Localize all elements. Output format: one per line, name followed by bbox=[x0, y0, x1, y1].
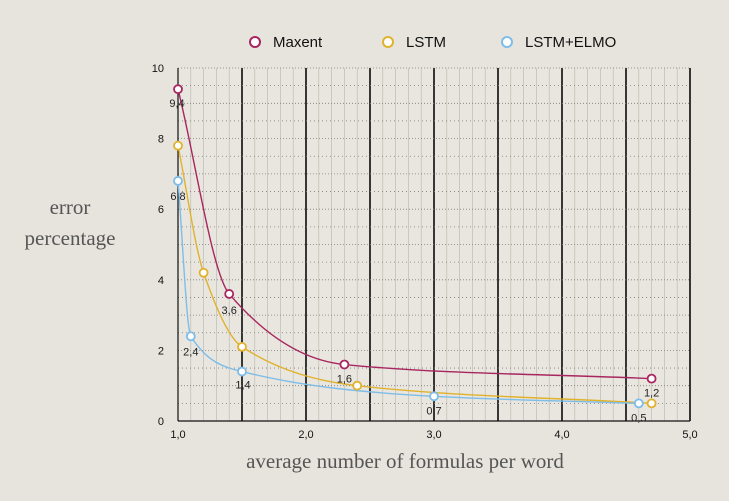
y-tick-label: 10 bbox=[152, 63, 164, 75]
data-labels: 9,4 3,6 1,6 1,2 6,8 2,4 1,4 0,7 0,5 bbox=[169, 98, 659, 424]
y-tick-label: 4 bbox=[158, 275, 164, 287]
data-point-lstm-elmo bbox=[185, 331, 196, 342]
legend-label-lstm: LSTM bbox=[406, 34, 446, 51]
data-point-maxent bbox=[173, 84, 183, 95]
series-line-lstm-elmo bbox=[177, 180, 640, 405]
x-axis-title: average number of formulas per word bbox=[246, 449, 564, 473]
data-label-lstm-elmo: 6,8 bbox=[170, 191, 185, 203]
y-axis-title-line-1: error bbox=[50, 195, 91, 219]
data-label-maxent: 3,6 bbox=[222, 305, 237, 317]
legend: Maxent LSTM LSTM+ELMO bbox=[249, 34, 616, 51]
axes bbox=[177, 68, 690, 422]
data-point-lstm bbox=[352, 380, 363, 391]
data-point-lstm-elmo bbox=[173, 176, 183, 186]
series-line-maxent bbox=[177, 88, 653, 380]
y-tick-label: 0 bbox=[158, 416, 164, 428]
x-tick-label: 1,0 bbox=[170, 429, 185, 441]
data-point-lstm bbox=[646, 398, 657, 409]
data-point-maxent bbox=[224, 289, 235, 299]
data-point-lstm bbox=[173, 140, 183, 151]
legend-marker-maxent bbox=[249, 36, 261, 48]
data-points bbox=[173, 84, 657, 409]
data-point-maxent bbox=[646, 373, 657, 384]
data-label-maxent: 1,2 bbox=[644, 388, 659, 400]
data-label-lstm-elmo: 0,7 bbox=[426, 405, 441, 417]
legend-item-maxent: Maxent bbox=[249, 34, 323, 51]
data-label-lstm-elmo: 1,4 bbox=[235, 380, 250, 392]
data-label-maxent: 1,6 bbox=[337, 374, 352, 386]
x-tick-label: 2,0 bbox=[298, 429, 313, 441]
gridlines bbox=[177, 67, 691, 422]
legend-marker-lstm bbox=[382, 36, 394, 48]
data-label-lstm-elmo: 0,5 bbox=[631, 412, 646, 424]
x-tick-label: 3,0 bbox=[426, 429, 441, 441]
legend-label-lstm-elmo: LSTM+ELMO bbox=[525, 34, 616, 51]
y-axis-title-line-2: percentage bbox=[25, 226, 116, 250]
series-line-lstm bbox=[177, 144, 653, 405]
data-label-maxent: 9,4 bbox=[169, 98, 184, 110]
data-label-lstm-elmo: 2,4 bbox=[183, 346, 198, 358]
y-tick-label: 6 bbox=[158, 204, 164, 216]
data-point-lstm-elmo bbox=[237, 366, 247, 377]
y-tick-label: 2 bbox=[158, 345, 164, 357]
x-tick-label: 5,0 bbox=[682, 429, 697, 441]
legend-marker-lstm-elmo bbox=[501, 36, 513, 48]
data-point-lstm bbox=[237, 341, 247, 352]
legend-item-lstm: LSTM bbox=[382, 34, 446, 51]
axis-titles: error percentage average number of formu… bbox=[25, 195, 565, 473]
data-point-lstm-elmo bbox=[429, 391, 439, 402]
tick-labels: 1,0 2,0 3,0 4,0 5,0 0 2 4 6 8 10 bbox=[152, 63, 698, 441]
data-point-lstm-elmo bbox=[633, 398, 644, 409]
y-tick-label: 8 bbox=[158, 134, 164, 146]
x-tick-label: 4,0 bbox=[554, 429, 569, 441]
data-point-lstm bbox=[198, 267, 209, 278]
legend-item-lstm-elmo: LSTM+ELMO bbox=[501, 34, 616, 51]
data-point-maxent bbox=[339, 359, 350, 370]
series-lines bbox=[177, 88, 653, 405]
legend-label-maxent: Maxent bbox=[273, 34, 323, 51]
